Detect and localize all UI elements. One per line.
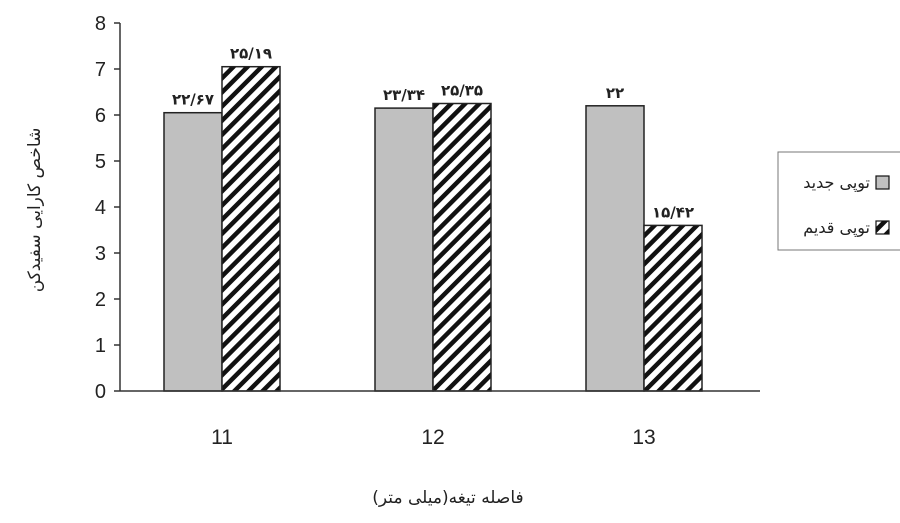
y-tick-label: 4 bbox=[95, 197, 106, 219]
bar-old-11 bbox=[221, 65, 281, 392]
y-tick-label: 6 bbox=[95, 105, 106, 127]
y-tick-label: 3 bbox=[95, 243, 106, 265]
bar-old-13 bbox=[643, 224, 703, 392]
x-axis-title: فاصله تیغه(میلی متر) bbox=[372, 488, 523, 508]
y-tick-label: 1 bbox=[95, 335, 106, 357]
legend-swatch-new bbox=[875, 175, 890, 190]
x-axis-categories: 11 12 13 bbox=[211, 426, 656, 449]
y-tick-label: 5 bbox=[95, 151, 106, 173]
legend-label-old: توپی قدیم bbox=[803, 218, 870, 238]
x-category-label: 11 bbox=[211, 426, 233, 449]
legend: توپی جدید توپی قدیم bbox=[777, 151, 900, 251]
bar-new-12 bbox=[374, 107, 434, 392]
data-label: ۲۵/۱۹ bbox=[230, 45, 272, 63]
data-label: ۲۵/۳۵ bbox=[441, 82, 483, 100]
y-axis-title: شاخص کارایی سفیدکن bbox=[25, 128, 45, 293]
bar-new-13 bbox=[585, 105, 645, 392]
x-category-label: 13 bbox=[632, 426, 655, 449]
data-label: ۲۲/۶۷ bbox=[172, 91, 214, 109]
bar-old-12 bbox=[432, 102, 492, 392]
y-tick-label: 2 bbox=[95, 289, 106, 311]
x-category-label: 12 bbox=[421, 426, 444, 449]
y-axis-ticks: 0 1 2 3 4 5 6 7 8 bbox=[95, 13, 120, 403]
y-tick-label: 8 bbox=[95, 13, 106, 35]
legend-label-new: توپی جدید bbox=[803, 173, 870, 193]
y-tick-label: 0 bbox=[95, 381, 106, 403]
bar-new-11 bbox=[163, 111, 223, 392]
legend-swatch-old bbox=[875, 220, 890, 235]
data-labels: ۲۲/۶۷ ۲۵/۱۹ ۲۳/۳۴ ۲۵/۳۵ ۲۲ ۱۵/۴۲ bbox=[172, 45, 694, 222]
bars bbox=[163, 65, 703, 392]
data-label: ۲۲ bbox=[606, 84, 624, 102]
y-tick-label: 7 bbox=[95, 59, 106, 81]
data-label: ۱۵/۴۲ bbox=[652, 203, 694, 221]
data-label: ۲۳/۳۴ bbox=[383, 86, 425, 104]
